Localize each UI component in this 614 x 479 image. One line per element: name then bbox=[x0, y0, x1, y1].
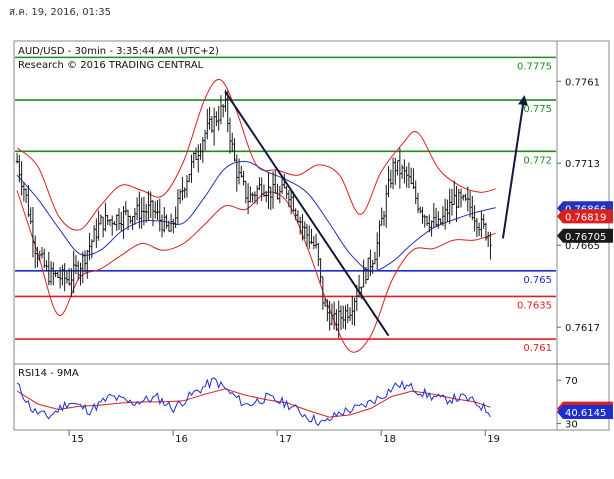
rsi-badge-label: 40.6145 bbox=[565, 408, 606, 419]
x-tick-label: 17 bbox=[279, 434, 292, 445]
rsi-tick-label: 30 bbox=[565, 420, 578, 431]
y-tick-label: 0.7761 bbox=[565, 77, 600, 88]
moving-average-line bbox=[16, 160, 496, 272]
x-tick-label: 18 bbox=[383, 434, 396, 445]
price-badge bbox=[557, 228, 613, 243]
rsi-tick-label: 70 bbox=[565, 376, 578, 387]
chart-subtitle: Research © 2016 TRADING CENTRAL bbox=[18, 60, 204, 71]
bollinger-upper-line bbox=[16, 78, 496, 231]
level-label: 0.772 bbox=[523, 155, 552, 166]
chart-title: AUD/USD - 30min - 3:35:44 AM (UTC+2) bbox=[18, 46, 219, 57]
level-label: 0.7635 bbox=[517, 300, 552, 311]
screen-date: ส.ค. 19, 2016, 01:35 bbox=[9, 7, 112, 18]
level-label: 0.775 bbox=[523, 104, 552, 115]
level-label: 0.7775 bbox=[517, 61, 552, 72]
x-tick-label: 15 bbox=[71, 434, 84, 445]
y-tick-label: 0.7665 bbox=[565, 241, 600, 252]
price-badge-label: 0.76819 bbox=[565, 212, 606, 223]
x-tick-label: 19 bbox=[487, 434, 500, 445]
x-tick-label: 16 bbox=[175, 434, 188, 445]
price-badge bbox=[557, 209, 613, 224]
level-label: 0.761 bbox=[523, 343, 552, 354]
y-tick-label: 0.7617 bbox=[565, 323, 600, 334]
price-panel bbox=[13, 40, 558, 365]
rsi-title: RSI14 - 9MA bbox=[18, 368, 79, 379]
y-tick-label: 0.7713 bbox=[565, 159, 600, 170]
price-badge-label: 0.76705 bbox=[565, 232, 606, 243]
bollinger-lower-line bbox=[16, 190, 496, 353]
rsi-line bbox=[16, 377, 491, 427]
rsi-ma-line bbox=[16, 388, 491, 418]
level-label: 0.765 bbox=[523, 275, 552, 286]
rsi-badge bbox=[557, 405, 613, 420]
rsi-panel bbox=[13, 363, 558, 431]
projection-arrow bbox=[501, 95, 528, 239]
trendline bbox=[224, 90, 390, 337]
